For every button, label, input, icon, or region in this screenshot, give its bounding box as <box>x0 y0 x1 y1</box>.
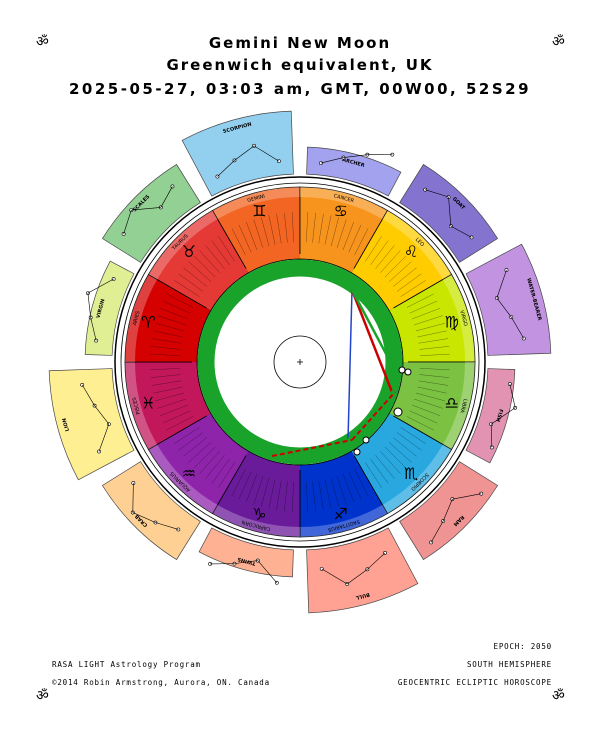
constellation-twins: TWINS <box>198 527 294 585</box>
sign-glyph: ♈ <box>141 312 155 331</box>
constellation-scales: SCALES <box>101 163 201 263</box>
constellation-label: ARCHER <box>342 157 366 169</box>
sign-leo: ♌LEO <box>350 209 453 312</box>
om-symbol-bottom-right: ॐ <box>552 688 565 704</box>
constellation-scorpion: SCORPION <box>181 110 294 197</box>
aspect-line-blue <box>347 289 353 441</box>
constellation-lion: LION <box>48 368 135 481</box>
constellation-fish: FISH <box>465 368 518 464</box>
planet-marker <box>353 448 361 456</box>
sign-glyph: ♑ <box>252 505 266 524</box>
sign-glyph: ♓ <box>141 394 155 413</box>
epoch-label: EPOCH: 2050 <box>493 642 552 651</box>
constellation-label: LION <box>62 417 71 432</box>
planet-marker <box>404 368 412 376</box>
constellation-virgin: VIRGIN <box>84 260 135 356</box>
green-ring <box>197 259 403 465</box>
constellation-ram: RAM <box>399 461 499 561</box>
om-symbol-top-left: ॐ <box>36 34 49 50</box>
constellation-label: BULL <box>354 591 370 601</box>
planet-marker <box>393 407 403 417</box>
sign-aries: ♈ARIES <box>124 273 212 363</box>
sign-glyph: ♊ <box>252 201 266 220</box>
sign-capricorn: ♑CAPRICORN <box>211 450 301 538</box>
sign-sagittarius: ♐SAGITTARIUS <box>299 450 389 538</box>
projection-label: GEOCENTRIC ECLIPTIC HOROSCOPE <box>397 678 552 687</box>
constellation-label: VIRGIN <box>96 298 107 319</box>
copyright-label: ©2014 Robin Armstrong, Aurora, ON. Canad… <box>52 678 270 687</box>
planet-marker <box>398 366 406 374</box>
sign-glyph: ♐ <box>333 505 347 524</box>
sign-scorpio: ♏SCORPIO <box>350 412 453 515</box>
constellation-water-bearer: WATER-BEARER <box>465 243 552 356</box>
sign-virgo: ♍ VIRGO <box>388 273 476 363</box>
sign-label: ARIES <box>132 310 142 326</box>
constellation-archer: ARCHER <box>306 146 402 197</box>
om-symbol-bottom-left: ॐ <box>36 688 49 704</box>
constellation-goat: GOAT <box>399 163 499 263</box>
sign-glyph: ♉ <box>182 242 196 261</box>
sign-cancer: ♋CANCER <box>299 186 389 274</box>
sign-glyph: ♌ <box>404 242 418 261</box>
inner-wheel <box>197 259 412 465</box>
sign-label: LIBRA <box>458 398 468 414</box>
sign-glyph: ♍ <box>444 312 458 331</box>
sign-label: PISCES <box>132 397 142 415</box>
sign-label: VIRGO <box>458 310 468 327</box>
aspect-line-red-dashed-a <box>271 439 353 457</box>
aspect-line-red <box>350 289 394 393</box>
sign-label: LEO <box>414 237 425 248</box>
sign-glyph: ♎ <box>444 394 458 413</box>
aspect-line-green-b <box>347 385 399 441</box>
chart-datetime: 2025-05-27, 03:03 am, GMT, 00W00, 52S29 <box>68 80 532 98</box>
constellation-crab: CRAB <box>101 461 201 561</box>
aspect-line-green-a <box>350 289 402 381</box>
constellation-label: TWINS <box>237 556 257 567</box>
program-label: RASA LIGHT Astrology Program <box>52 660 201 669</box>
sign-label: GEMINI <box>247 194 266 204</box>
chart-title: Gemini New Moon <box>208 34 392 52</box>
constellation-label: FISH <box>494 408 503 422</box>
earth-circle <box>273 335 327 389</box>
aspect-line-red-dashed-b <box>351 391 396 441</box>
sign-label: CANCER <box>333 193 355 204</box>
zodiac-ring: ♊GEMINI♋CANCER♌LEO♍ VIRGO♎ LIBRA♏SCORPIO♐S… <box>114 176 486 548</box>
om-symbol-top-right: ॐ <box>552 34 565 50</box>
sign-glyph: ♋ <box>333 201 347 220</box>
sign-glyph: ♏ <box>404 464 418 483</box>
planet-marker <box>362 436 370 444</box>
sign-gemini: ♊GEMINI <box>211 186 301 274</box>
sign-glyph: ♒ <box>182 464 196 483</box>
constellation-bull: BULL <box>306 527 419 614</box>
hemisphere-label: SOUTH HEMISPHERE <box>466 660 552 669</box>
chart-location: Greenwich equivalent, UK <box>166 56 434 74</box>
